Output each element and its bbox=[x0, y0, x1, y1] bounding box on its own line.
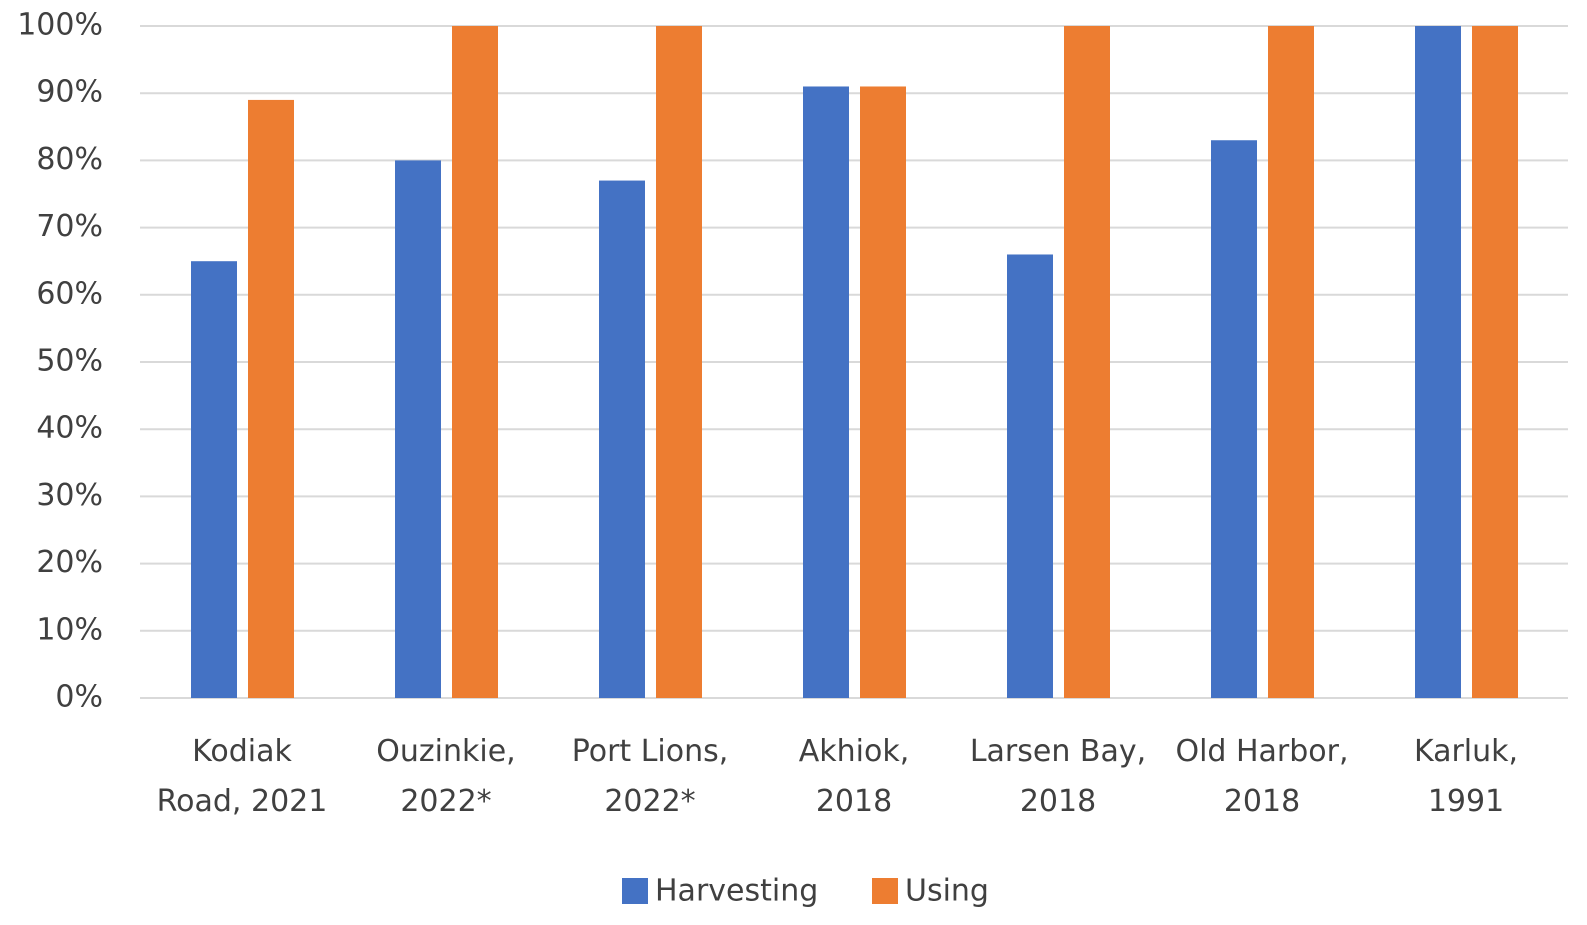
bar bbox=[452, 26, 498, 698]
bar bbox=[1007, 254, 1053, 699]
y-tick-label: 60% bbox=[36, 276, 103, 311]
legend-swatch bbox=[872, 878, 898, 904]
y-tick-label: 80% bbox=[36, 142, 103, 177]
x-tick-label: Old Harbor, 2018 bbox=[1175, 734, 1349, 819]
legend-swatch bbox=[622, 878, 648, 904]
bar bbox=[599, 180, 645, 698]
y-tick-label: 0% bbox=[55, 680, 103, 715]
bar bbox=[860, 86, 906, 699]
bar bbox=[191, 261, 237, 698]
y-tick-label: 70% bbox=[36, 209, 103, 244]
bar bbox=[1472, 26, 1518, 698]
y-tick-label: 50% bbox=[36, 344, 103, 379]
bar bbox=[1268, 26, 1314, 698]
bar bbox=[803, 86, 849, 699]
bar bbox=[1415, 26, 1461, 698]
y-tick-label: 90% bbox=[36, 75, 103, 110]
y-tick-label: 40% bbox=[36, 411, 103, 446]
y-tick-label: 30% bbox=[36, 478, 103, 513]
x-tick-label: Akhiok, 2018 bbox=[798, 734, 910, 819]
bar bbox=[248, 99, 294, 699]
y-tick-label: 20% bbox=[36, 545, 103, 580]
y-tick-label: 10% bbox=[36, 612, 103, 647]
legend-label: Harvesting bbox=[655, 874, 818, 909]
x-tick-label: Ouzinkie, 2022* bbox=[376, 734, 516, 819]
bar bbox=[1064, 26, 1110, 698]
x-tick-label: Larsen Bay, 2018 bbox=[969, 734, 1147, 819]
x-tick-label: Karluk, 1991 bbox=[1413, 734, 1519, 819]
y-tick-label: 100% bbox=[17, 8, 103, 43]
bar bbox=[1211, 140, 1257, 699]
legend-label: Using bbox=[905, 874, 989, 909]
bar bbox=[395, 160, 441, 698]
x-tick-label: Port Lions, 2022* bbox=[571, 734, 729, 819]
x-tick-label: Kodiak Road, 2021 bbox=[156, 734, 328, 819]
bar bbox=[656, 26, 702, 698]
